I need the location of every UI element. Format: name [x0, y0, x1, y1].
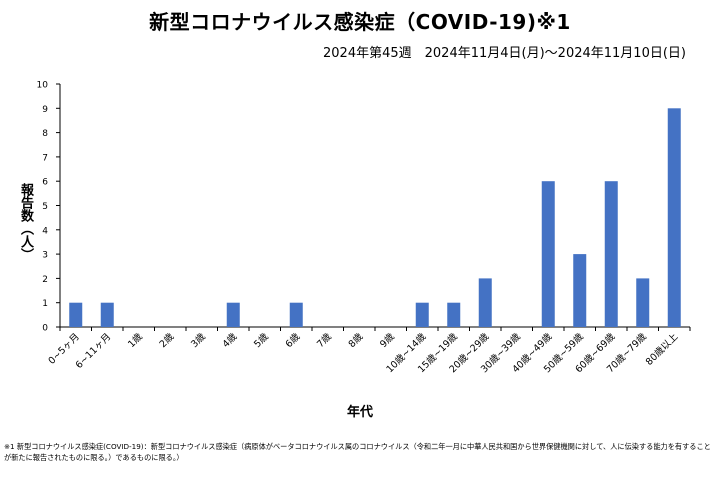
x-tick-label: 9歳 — [377, 330, 397, 350]
chart-title: 新型コロナウイルス感染症（COVID-19)※1 — [149, 10, 571, 34]
bar — [69, 302, 83, 327]
bar — [100, 302, 114, 327]
y-tick-label: 9 — [42, 105, 48, 115]
bar — [541, 181, 555, 327]
bar — [226, 302, 240, 327]
y-tick-label: 6 — [42, 178, 48, 188]
y-tick-label: 1 — [42, 299, 48, 309]
x-tick-label: 2歳 — [157, 330, 177, 350]
axes — [59, 84, 691, 331]
y-tick-label: 0 — [42, 324, 48, 334]
bar — [478, 278, 492, 327]
y-tick-label: 10 — [37, 81, 49, 91]
x-tick-label: 7歳 — [314, 330, 334, 350]
bar — [604, 181, 618, 327]
x-tick-label: 5歳 — [251, 330, 271, 350]
bar — [289, 302, 303, 327]
y-tick-label: 8 — [42, 129, 48, 139]
x-tick-label: 4歳 — [220, 330, 240, 350]
y-tick-label: 7 — [42, 153, 48, 163]
y-ticks: 0 1 2 3 4 5 6 7 8 9 10 — [37, 81, 60, 334]
x-axis-label: 年代 — [346, 405, 373, 420]
x-tick-label: 1歳 — [125, 330, 145, 350]
footnote: ※1 新型コロナウイルス感染症(COVID-19)：新型コロナウイルス感染症（病… — [4, 442, 711, 462]
y-tick-label: 4 — [42, 226, 48, 236]
bar — [447, 302, 461, 327]
y-axis-label: 報告数（人） — [18, 183, 33, 261]
chart-subtitle: 2024年第45週 2024年11月4日(月)～2024年11月10日(日) — [323, 46, 686, 61]
x-tick-label: 80歳以上 — [643, 330, 681, 368]
bar — [667, 108, 681, 327]
x-tick-label: 3歳 — [188, 330, 208, 350]
y-tick-label: 2 — [42, 275, 48, 285]
x-tick-label: 6歳 — [283, 330, 303, 350]
bar — [573, 254, 587, 327]
y-tick-label: 5 — [42, 202, 48, 212]
y-tick-label: 3 — [42, 251, 48, 261]
x-tick-label: 8歳 — [346, 330, 366, 350]
bar — [415, 302, 429, 327]
bar — [636, 278, 650, 327]
bars — [69, 108, 681, 327]
